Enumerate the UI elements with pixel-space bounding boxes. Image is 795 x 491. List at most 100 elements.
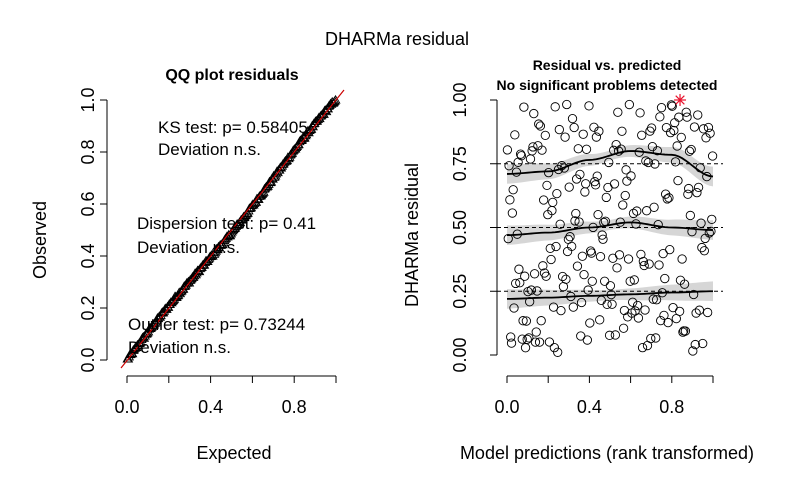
ks-test-text: KS test: p= 0.58405: [158, 118, 308, 137]
qq-x-tick-label: 0.8: [282, 397, 307, 417]
rp-point: [667, 101, 677, 111]
rp-point: [514, 264, 524, 274]
rp-point: [535, 121, 546, 131]
rp-point: [607, 299, 617, 309]
rp-point: [538, 261, 548, 271]
rp-point: [623, 254, 634, 264]
residual-vs-predicted-panel: Residual vs. predicted No significant pr…: [402, 57, 754, 463]
rp-y-tick-label: 0.75: [450, 146, 470, 181]
rp-point: [664, 193, 674, 203]
rp-point: [628, 297, 638, 307]
qq-point: [131, 342, 142, 352]
rp-y-tick-label: 0.25: [450, 274, 470, 309]
quantile-curve: [506, 221, 714, 237]
rp-point: [646, 333, 656, 344]
rp-point: [702, 307, 713, 318]
rp-xlabel: Model predictions (rank transformed): [460, 443, 754, 463]
rp-point: [529, 269, 540, 279]
rp-point: [643, 157, 653, 168]
rp-point: [515, 149, 526, 159]
rp-point: [613, 107, 623, 117]
qq-x-tick-label: 0.4: [198, 397, 223, 417]
rp-point: [508, 185, 518, 195]
rp-point: [609, 179, 620, 189]
rp-point: [646, 123, 657, 133]
rp-point: [651, 295, 662, 305]
rp-point: [689, 122, 700, 132]
rp-point: [595, 315, 605, 325]
rp-point: [620, 190, 630, 201]
rp-ylabel: DHARMa residual: [402, 163, 422, 307]
rp-point: [684, 183, 694, 194]
rp-point: [511, 278, 521, 289]
rp-point: [602, 299, 612, 310]
rp-point: [629, 275, 639, 285]
rp-point: [564, 182, 574, 192]
rp-point: [576, 331, 586, 341]
rp-point: [567, 241, 577, 252]
outlier-marker: [674, 94, 687, 106]
rp-point: [539, 195, 549, 205]
rp-point: [617, 126, 627, 136]
rp-point: [688, 346, 698, 356]
rp-point: [624, 99, 635, 110]
rp-point: [546, 254, 556, 265]
figure-title: DHARMa residual: [325, 29, 469, 49]
rp-point: [650, 159, 660, 169]
rp-point: [549, 343, 560, 353]
rp-point: [640, 305, 650, 315]
quantile-regression-curves: [506, 150, 714, 300]
rp-point: [585, 318, 595, 328]
rp-point: [527, 146, 537, 156]
rp-point: [595, 251, 606, 262]
quantile-curve: [506, 290, 714, 300]
rp-point: [542, 180, 552, 191]
rp-tick-labels: 0.0 0.4 0.8 0.00 0.25 0.50 0.75 1.00: [450, 82, 684, 417]
rp-point: [707, 214, 717, 224]
rp-point: [532, 286, 542, 296]
rp-point: [605, 281, 616, 291]
rp-point: [578, 129, 588, 139]
rp-point: [577, 251, 588, 261]
rp-point: [670, 118, 680, 128]
rp-point: [665, 128, 676, 138]
dispersion-test-text: Dispersion test: p= 0.41: [137, 214, 316, 233]
rp-point: [581, 179, 591, 189]
rp-point: [655, 112, 665, 122]
rp-point: [633, 313, 644, 323]
rp-point: [592, 171, 602, 181]
rp-point: [586, 248, 597, 258]
rp-point: [637, 130, 647, 140]
rp-point: [692, 188, 702, 198]
rp-point: [601, 192, 611, 203]
rp-subtitle: No significant problems detected: [497, 77, 718, 93]
rp-point: [658, 248, 668, 259]
rp-point: [608, 253, 618, 263]
rp-point: [565, 232, 575, 242]
rp-y-tick-label: 0.50: [450, 210, 470, 245]
rp-point: [680, 326, 691, 336]
quantile-band: [507, 216, 713, 245]
rp-point: [627, 308, 637, 318]
rp-x-tick-label: 0.4: [577, 397, 602, 417]
rp-point: [637, 343, 648, 353]
rp-point: [644, 259, 654, 269]
rp-point: [579, 269, 589, 280]
qq-y-tick-label: 0.0: [78, 347, 98, 372]
qq-ylabel: Observed: [30, 201, 50, 279]
rp-title: Residual vs. predicted: [533, 57, 682, 73]
rp-point: [622, 176, 632, 186]
rp-point: [632, 206, 642, 216]
qq-y-tick-label: 0.8: [78, 139, 98, 164]
rp-point: [548, 197, 558, 208]
rp-point: [511, 167, 522, 177]
rp-point: [656, 103, 667, 113]
rp-point: [687, 227, 697, 237]
rp-point: [685, 210, 695, 221]
rp-point: [674, 306, 685, 316]
rp-point: [550, 102, 560, 112]
rp-outliers: [674, 94, 687, 106]
rp-point: [672, 141, 682, 151]
qq-plot-panel: QQ plot residuals 0.0 0.4 0.80.00.20.40.60…: [30, 67, 345, 463]
rp-point: [660, 189, 671, 199]
